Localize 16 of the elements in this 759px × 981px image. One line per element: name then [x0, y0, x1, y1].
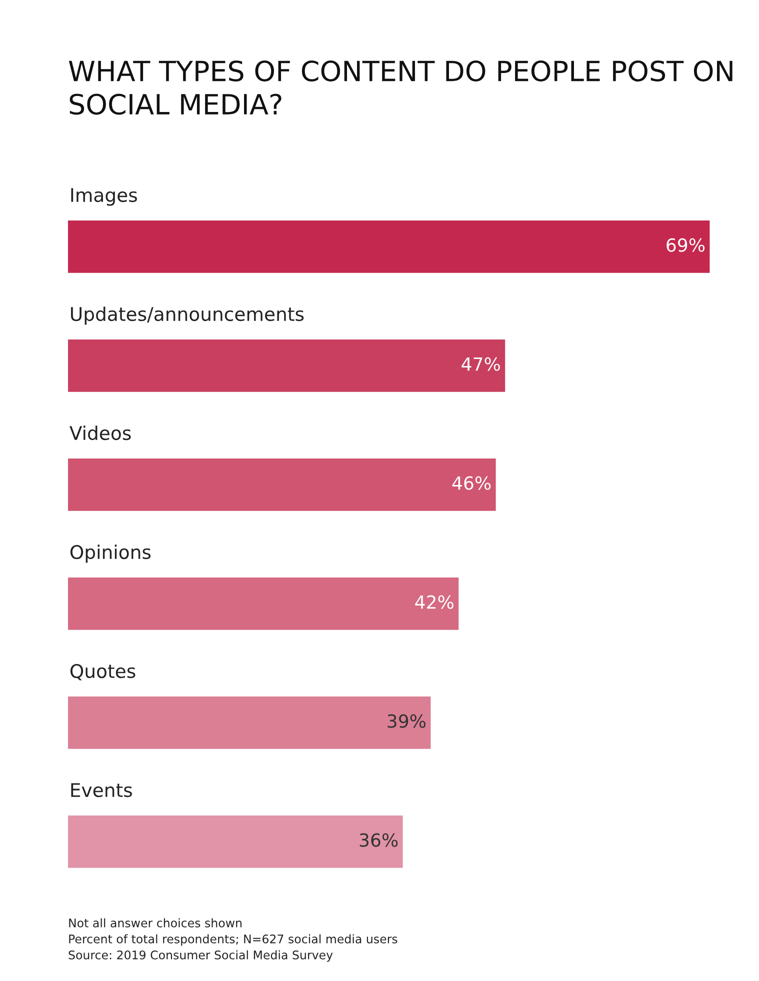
data-label: 47% [462, 357, 500, 371]
source-note: Source: 2019 Consumer Social Media Survey [68, 950, 333, 962]
text: Percent of total respondents; N=627 social media users [69, 934, 398, 946]
y-tick-label: Quotes [70, 664, 136, 680]
data-label: 69% [666, 238, 705, 252]
data-label: 42% [415, 595, 454, 609]
y-tick-label: Images [71, 188, 137, 206]
y-tick-label: Events [71, 783, 132, 798]
data-label: 46% [452, 476, 491, 490]
chart-title: WHAT TYPES OF CONTENT DO PEOPLE POST ON SOCIAL MEDIA? [68, 60, 732, 115]
data-label: 36% [360, 833, 398, 847]
y-tick-label: Updates/announcements [71, 306, 304, 325]
y-tick-label: Videos [70, 426, 131, 440]
text: Not all answer choices shown [69, 918, 242, 928]
data-label: 39% [388, 714, 426, 728]
y-tick-label: Opinions [70, 544, 151, 563]
